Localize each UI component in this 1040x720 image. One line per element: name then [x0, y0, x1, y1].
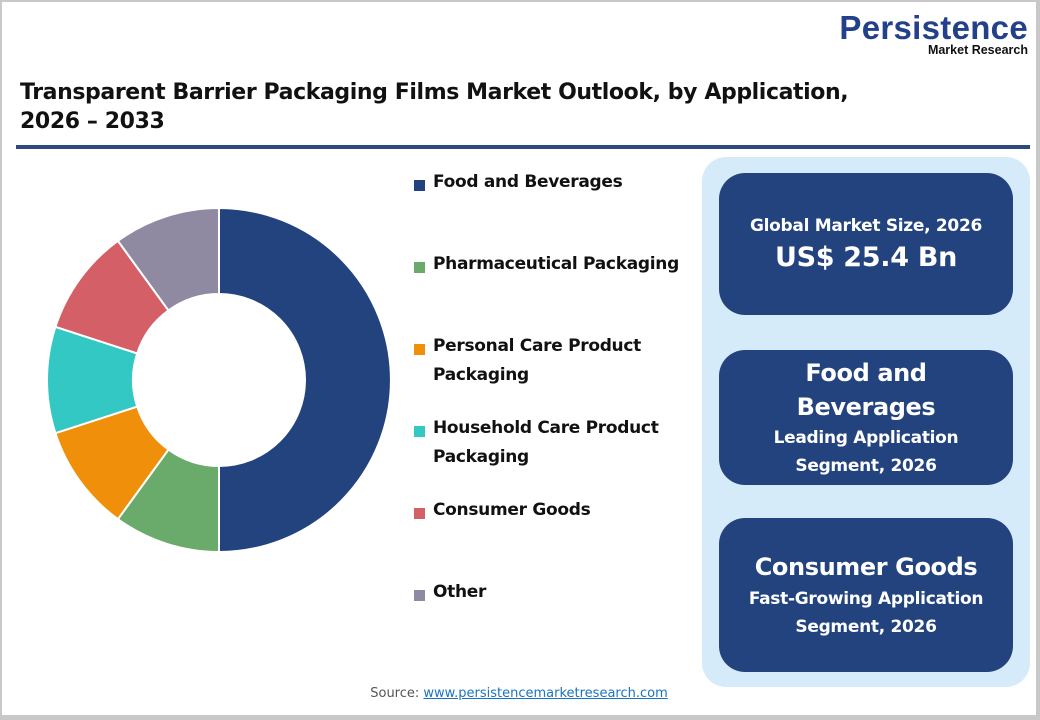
- legend-swatch-icon: [414, 508, 425, 519]
- leading-segment-card: Food and Beverages Leading Application S…: [719, 350, 1013, 485]
- legend-swatch-icon: [414, 180, 425, 191]
- persistence-logo: Persistence Market Research: [839, 9, 1028, 57]
- legend-swatch-icon: [414, 590, 425, 601]
- legend-item-personal-care: Personal Care Product Packaging: [414, 336, 693, 390]
- leading-segment-desc-1: Leading Application: [773, 427, 959, 448]
- fastest-growing-card: Consumer Goods Fast-Growing Application …: [719, 518, 1013, 672]
- title-line-1: Transparent Barrier Packaging Films Mark…: [20, 80, 849, 105]
- market-size-label: Global Market Size, 2026: [749, 216, 983, 236]
- donut-slice-food-and-beverages: [218, 206, 392, 554]
- logo-name: Persistence: [839, 9, 1028, 46]
- fastest-segment-desc-2: Segment, 2026: [795, 617, 937, 637]
- source-label: Source:: [370, 686, 420, 701]
- fastest-segment-desc-1: Fast-Growing Application: [748, 589, 984, 609]
- legend-item-consumer-goods: Consumer Goods: [414, 500, 693, 525]
- legend-swatch-icon: [414, 262, 425, 273]
- market-size-value: US$ 25.4 Bn: [774, 242, 958, 273]
- leading-segment-name-1: Food and: [805, 358, 927, 387]
- legend-swatch-icon: [414, 344, 425, 355]
- donut-chart: [46, 206, 392, 554]
- market-size-card: Global Market Size, 2026 US$ 25.4 Bn: [719, 173, 1013, 315]
- legend-item-food-beverages: Food and Beverages: [414, 172, 693, 197]
- legend-item-other: Other: [414, 582, 693, 607]
- key-stats-panel: Global Market Size, 2026 US$ 25.4 Bn Foo…: [702, 157, 1030, 687]
- donut-slice-other: [116, 206, 220, 312]
- source-note: Source: www.persistencemarketresearch.co…: [2, 686, 1036, 701]
- source-link[interactable]: www.persistencemarketresearch.com: [423, 686, 668, 701]
- page-title: Transparent Barrier Packaging Films Mark…: [20, 78, 940, 136]
- title-divider: [16, 145, 1030, 149]
- legend-item-pharmaceutical: Pharmaceutical Packaging: [414, 254, 693, 279]
- legend-item-household-care: Household Care Product Packaging: [414, 418, 693, 472]
- leading-segment-name-2: Beverages: [796, 392, 936, 421]
- logo-subtitle: Market Research: [927, 43, 1028, 57]
- legend-swatch-icon: [414, 426, 425, 437]
- title-line-2: 2026 – 2033: [20, 109, 165, 134]
- fastest-segment-name: Consumer Goods: [754, 553, 978, 581]
- leading-segment-desc-2: Segment, 2026: [795, 455, 937, 476]
